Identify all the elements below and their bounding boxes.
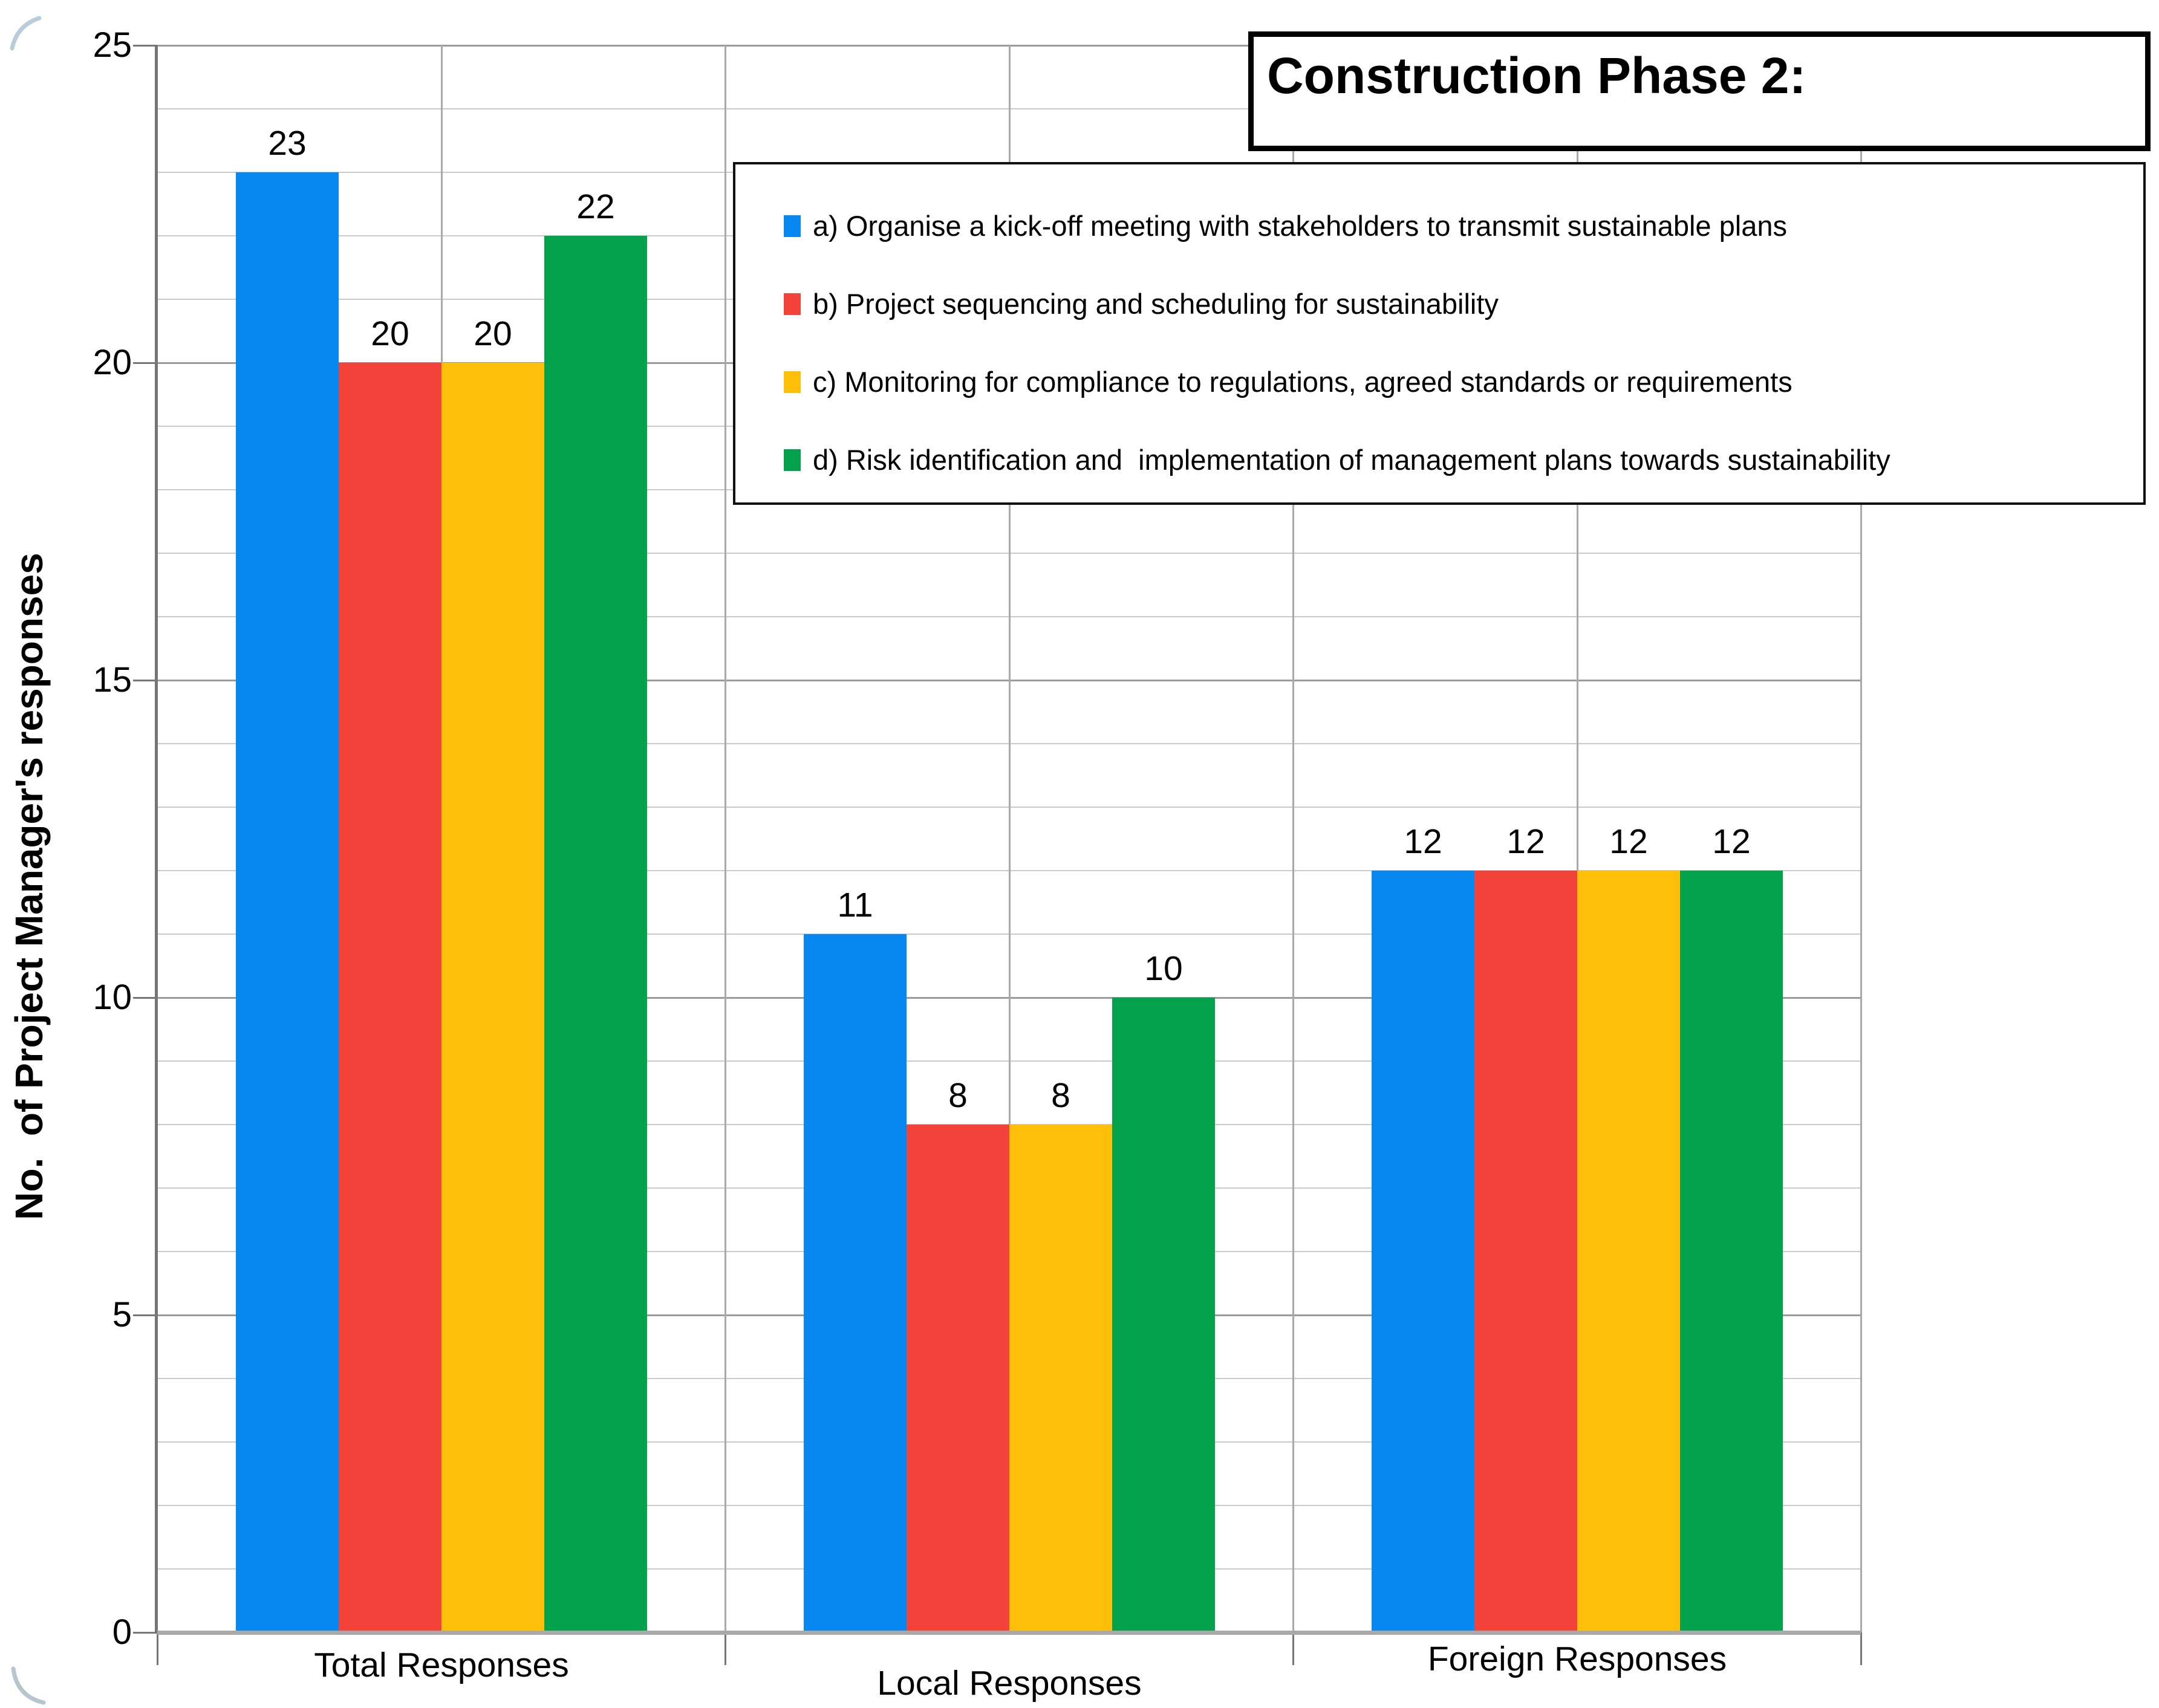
y-tick-label: 5	[112, 1295, 132, 1334]
x-category-label: Local Responses	[877, 1664, 1142, 1703]
gridline-v-boundary	[1292, 45, 1294, 1632]
x-axis-tick	[1292, 1632, 1294, 1665]
legend: a) Organise a kick-off meeting with stak…	[733, 162, 2146, 505]
bar-value-label: 12	[1609, 822, 1648, 861]
legend-swatch-b	[784, 293, 801, 316]
bar-series-b-foreign-responses	[1474, 871, 1577, 1632]
y-axis-tick	[133, 362, 157, 364]
gridline-v-mid	[1577, 45, 1578, 1632]
x-axis-tick	[1860, 1632, 1862, 1665]
y-axis-tick	[133, 1314, 157, 1316]
x-category-label: Total Responses	[314, 1646, 569, 1684]
bar-series-c-local-responses	[1009, 1125, 1112, 1632]
x-axis-baseline	[157, 1631, 1861, 1635]
legend-item: d) Risk identification and implementatio…	[784, 444, 2137, 476]
y-tick-label: 10	[93, 978, 132, 1017]
bar-value-label: 8	[948, 1076, 968, 1115]
bar-series-d-local-responses	[1112, 998, 1215, 1632]
chart-title: Construction Phase 2:	[1267, 47, 1806, 104]
bar-series-d-total-responses	[544, 236, 647, 1632]
bar-value-label: 12	[1506, 822, 1545, 861]
corner-artifact-top-left	[10, 16, 42, 51]
bar-value-label: 12	[1712, 822, 1751, 861]
bar-series-c-foreign-responses	[1577, 871, 1680, 1632]
gridline-v-boundary	[725, 45, 726, 1632]
bar-series-b-local-responses	[907, 1125, 1009, 1632]
legend-label: a) Organise a kick-off meeting with stak…	[813, 210, 1787, 242]
y-axis-tick	[133, 1632, 157, 1634]
x-category-label: Foreign Responses	[1427, 1640, 1727, 1678]
bar-value-label: 10	[1144, 949, 1183, 988]
legend-item: b) Project sequencing and scheduling for…	[784, 288, 2137, 320]
y-axis-line	[155, 45, 158, 1632]
bar-value-label: 11	[837, 886, 873, 924]
y-axis-tick	[133, 997, 157, 999]
legend-swatch-d	[784, 449, 801, 471]
bar-value-label: 20	[474, 314, 512, 353]
legend-label: d) Risk identification and implementatio…	[813, 443, 1890, 476]
bar-value-label: 20	[371, 314, 409, 353]
y-axis-tick	[133, 680, 157, 681]
legend-swatch-a	[784, 215, 801, 238]
bar-value-label: 23	[268, 124, 307, 163]
legend-swatch-c	[784, 371, 801, 393]
y-axis-tick	[133, 45, 157, 47]
bar-series-c-total-responses	[441, 363, 544, 1632]
x-axis-tick	[157, 1632, 158, 1665]
gridline-v-boundary	[1860, 45, 1862, 1632]
x-axis-tick	[725, 1632, 726, 1665]
chart-title-box: Construction Phase 2:	[1248, 31, 2151, 151]
y-tick-label: 15	[93, 660, 132, 700]
legend-item: a) Organise a kick-off meeting with stak…	[784, 210, 2137, 242]
corner-artifact-bottom-left	[11, 1666, 46, 1705]
y-tick-label: 20	[93, 343, 132, 382]
y-tick-label: 25	[93, 25, 132, 65]
legend-item: c) Monitoring for compliance to regulati…	[784, 366, 2137, 398]
bar-series-d-foreign-responses	[1680, 871, 1783, 1632]
gridline-v-mid	[1009, 45, 1011, 1632]
legend-label: b) Project sequencing and scheduling for…	[813, 288, 1499, 320]
bar-value-label: 12	[1404, 822, 1442, 861]
bar-value-label: 22	[576, 187, 615, 226]
bar-series-a-total-responses	[236, 172, 339, 1632]
bar-series-a-local-responses	[804, 934, 907, 1632]
y-tick-label: 0	[112, 1612, 132, 1652]
bar-value-label: 8	[1051, 1076, 1070, 1115]
bar-series-b-total-responses	[339, 363, 441, 1632]
bar-series-a-foreign-responses	[1372, 871, 1474, 1632]
legend-label: c) Monitoring for compliance to regulati…	[813, 365, 1793, 398]
